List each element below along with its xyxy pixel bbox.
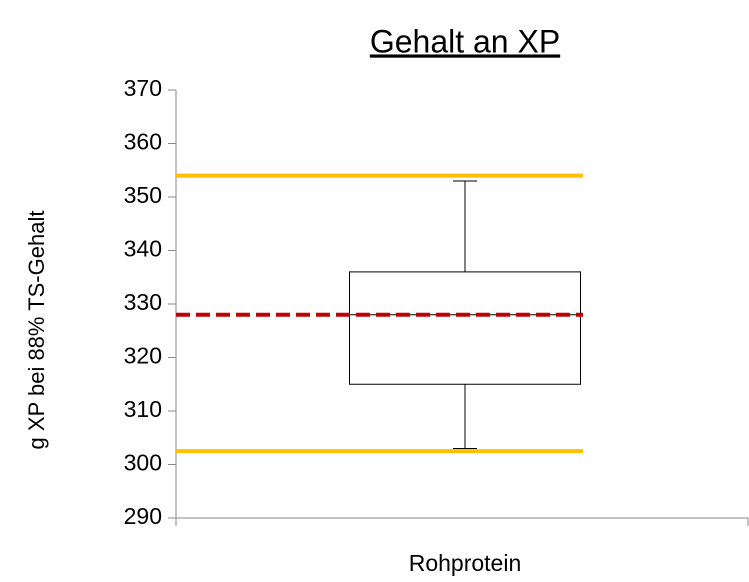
y-tick-label: 310: [124, 396, 162, 422]
x-tick-label: Rohprotein: [409, 550, 522, 576]
y-tick-label: 290: [124, 503, 162, 529]
y-tick-label: 300: [124, 450, 162, 476]
y-tick-label: 330: [124, 289, 162, 315]
y-tick-label: 350: [124, 182, 162, 208]
y-tick-label: 320: [124, 343, 162, 369]
y-axis-label: g XP bei 88% TS-Gehalt: [24, 211, 49, 450]
y-tick-label: 360: [124, 129, 162, 155]
y-tick-label: 340: [124, 236, 162, 262]
y-tick-label: 370: [124, 75, 162, 101]
chart-title: Gehalt an XP: [370, 23, 560, 59]
box: [349, 271, 581, 385]
